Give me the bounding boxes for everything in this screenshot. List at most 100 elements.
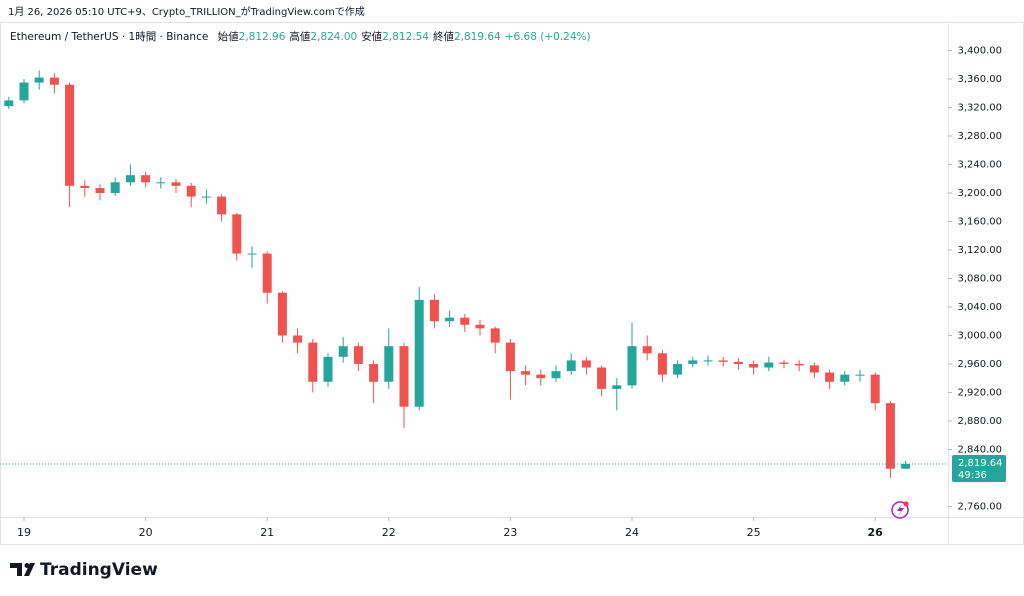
candle-body [566,360,576,372]
caption: 1月 26, 2026 05:10 UTC+9、Crypto_TRILLION_… [8,5,365,18]
candle-body [201,196,211,198]
y-tick-label: 3,280.00 [957,131,1002,142]
y-tick-label: 2,880.00 [957,416,1002,427]
candle-body [414,299,424,407]
candle-body [171,182,181,186]
candle-body [399,346,409,407]
candle-body [657,353,667,375]
lightning-icon [891,501,909,519]
y-tick-label: 3,040.00 [957,302,1002,313]
candle-body [521,371,531,375]
candle-body [141,175,151,183]
ohlc-value: 2,824.00 [310,31,357,43]
legend: Ethereum / TetherUS · 1時間 · Binance 始値2,… [10,30,591,43]
candle-body [460,317,470,325]
ohlc-label: 終値 [433,30,454,43]
symbol-title: Ethereum / TetherUS · 1時間 · Binance [10,31,208,43]
candle-body [445,317,455,322]
candle-body [186,185,196,197]
brand-logo: TradingView [10,560,158,580]
candle-body [369,363,379,382]
candle-body [156,182,166,184]
candle-body [794,363,804,366]
candle-body [277,292,287,336]
candle-body [551,371,561,379]
y-tick-label: 3,160.00 [957,216,1002,227]
candle-body [110,182,120,193]
candle-body [475,324,485,329]
ohlc-value: 2,812.54 [382,31,429,43]
candle-body [262,253,272,293]
candle-body [429,299,439,322]
x-tick-label: 26 [868,526,884,539]
candle-body [764,362,774,368]
x-tick-label: 21 [260,526,274,539]
y-tick-label: 3,120.00 [957,245,1002,256]
candle-body [901,463,911,469]
candle-body [4,100,14,107]
price-tag [952,454,1006,482]
candle-body [247,253,257,255]
candle-body [217,196,227,215]
y-tick-label: 3,400.00 [957,45,1002,56]
x-tick-label: 23 [503,526,517,539]
candle-body [885,403,895,469]
ohlc-label: 始値 [218,30,239,43]
candle-body [688,360,698,364]
ohlc-value: 2,812.96 [239,31,286,43]
candle-body [308,342,318,382]
y-tick-label: 3,320.00 [957,102,1002,113]
price-tag-value: 2,819.64 [958,458,1003,469]
candle-body [125,175,135,183]
candle-body [232,214,242,254]
candle-body [384,346,394,382]
candle-body [718,360,728,362]
candle-body [703,360,713,362]
countdown: 49:36 [958,470,987,481]
candle-body [353,346,363,364]
candle-body [19,82,29,101]
candle-body [627,346,637,386]
candle-body [779,362,789,364]
candle-body [855,374,865,376]
candle-body [870,374,880,404]
y-tick-label: 2,760.00 [957,501,1002,512]
candle-body [612,385,622,389]
x-tick-label: 22 [382,526,396,539]
candle-body [293,335,303,343]
y-tick-label: 2,920.00 [957,387,1002,398]
candle-body [581,360,591,368]
candle-body [80,185,90,188]
y-tick-label: 2,960.00 [957,359,1002,370]
candle-body [536,374,546,379]
ohlc-value: 2,819.64 [454,31,501,43]
candle-body [323,356,333,382]
change: +6.68 (+0.24%) [505,31,591,43]
ohlc-label: 安値 [361,30,382,43]
candle-body [338,346,348,357]
candle-body [34,77,44,83]
candle-body [673,363,683,375]
brand-name: TradingView [40,560,158,580]
candle-body [749,363,759,368]
y-tick-label: 3,360.00 [957,74,1002,85]
candle-body [65,84,75,186]
candle-body [490,328,500,343]
candle-body [809,365,819,373]
candle-body [597,367,607,389]
x-tick-label: 20 [139,526,153,539]
chart-frame [0,22,1024,545]
y-tick-label: 3,080.00 [957,273,1002,284]
ohlc-label: 高値 [289,30,310,43]
x-tick-label: 25 [747,526,761,539]
x-tick-label: 19 [17,526,31,539]
candle-body [49,77,59,85]
y-tick-label: 3,240.00 [957,159,1002,170]
candle-body [825,372,835,382]
x-tick-label: 24 [625,526,639,539]
candle-body [733,361,743,364]
candle-body [642,346,652,354]
candle-body [95,187,105,193]
y-tick-label: 2,840.00 [957,444,1002,455]
